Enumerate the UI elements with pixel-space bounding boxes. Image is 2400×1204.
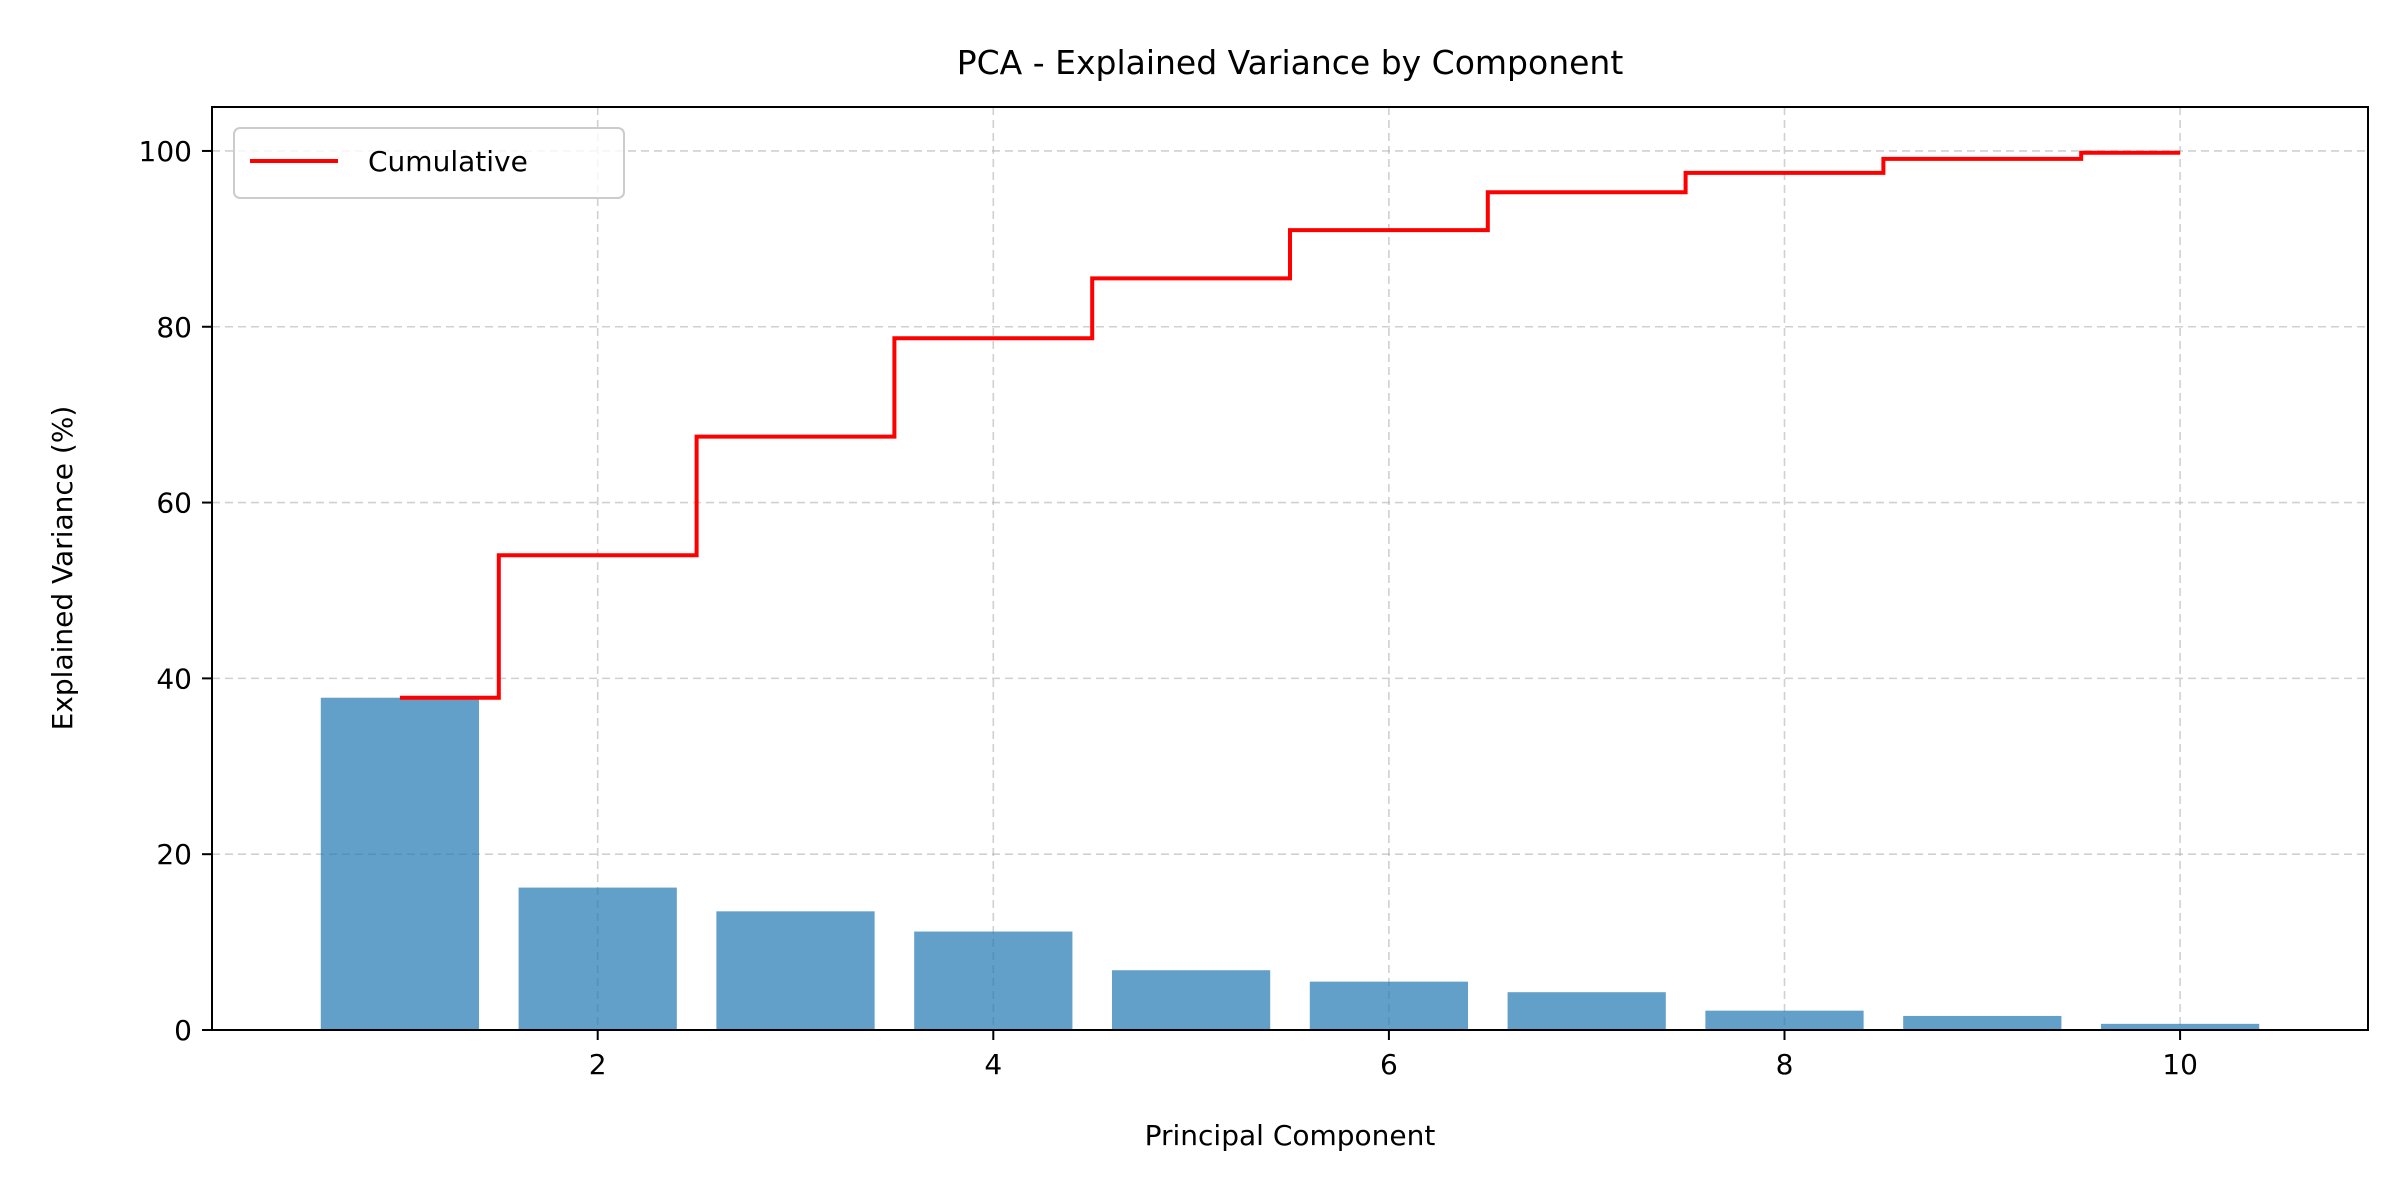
bar (1111, 970, 1271, 1030)
bar (1309, 981, 1469, 1030)
x-tick-label: 8 (1776, 1048, 1794, 1081)
y-tick-label: 20 (156, 838, 192, 871)
y-axis-label: Explained Variance (%) (46, 406, 79, 731)
plot-frame (211, 106, 2369, 1031)
x-tick-label: 2 (589, 1048, 607, 1081)
bar (716, 911, 875, 1030)
cumulative-step-line (399, 150, 2181, 700)
x-tick-label: 6 (1380, 1048, 1398, 1081)
bar (1705, 1010, 1864, 1030)
y-tick-label: 0 (174, 1014, 192, 1047)
bar (320, 697, 480, 1030)
y-tick-label: 40 (156, 662, 192, 695)
bar (2100, 1023, 2260, 1030)
x-tick-label: 4 (984, 1048, 1002, 1081)
y-tick-label: 100 (139, 135, 192, 168)
y-tick-label: 60 (156, 487, 192, 520)
bar (1507, 992, 1666, 1030)
legend-box (233, 127, 625, 199)
chart-title: PCA - Explained Variance by Component (957, 43, 1624, 82)
x-tick-label: 10 (2162, 1048, 2198, 1081)
bar (518, 887, 677, 1030)
bar (1903, 1015, 2062, 1030)
legend: Cumulative (233, 127, 625, 199)
bar (914, 931, 1073, 1030)
y-tick-label: 80 (156, 311, 192, 344)
bars-layer (320, 697, 2260, 1030)
legend-cumulative-label: Cumulative (368, 145, 528, 178)
x-axis-label: Principal Component (1145, 1119, 1436, 1152)
line-layer (399, 150, 2181, 700)
